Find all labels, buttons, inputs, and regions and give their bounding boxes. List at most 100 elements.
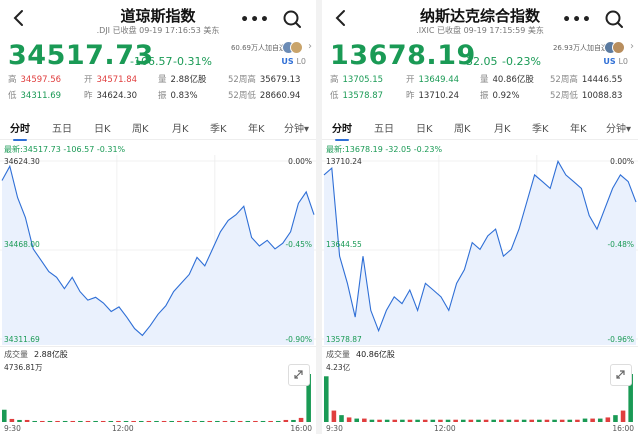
back-arrow-icon[interactable] [10, 8, 28, 28]
volume-bar [177, 420, 182, 422]
header: 纳斯达克综合指数 .IXIC 已收盘 09-19 17:15:59 美东 ••• [322, 0, 638, 38]
volume-bar [93, 420, 98, 422]
tab-intraday[interactable]: 分时 [332, 120, 352, 141]
volume-bar [324, 376, 329, 422]
volume-bar [582, 418, 588, 422]
tab-weekly[interactable]: 周K [132, 124, 149, 135]
volume-bar [613, 415, 618, 422]
volume-bar [597, 418, 603, 422]
volume-bar [40, 420, 45, 422]
volume-bar [438, 419, 443, 422]
volume-bar [192, 420, 197, 422]
volume-bar [100, 420, 106, 422]
tab-monthly[interactable]: 月K [494, 124, 511, 135]
prev-value: 34624.30 [96, 91, 138, 101]
volume-bar [430, 419, 436, 422]
volume-bar [85, 420, 91, 422]
volume-bar [2, 409, 7, 422]
w52-high-label: 52周高 [228, 75, 256, 85]
volume-stat-value: 2.88亿股 [170, 75, 207, 85]
search-icon[interactable] [604, 9, 624, 29]
tab-minute[interactable]: 分钟▾ [284, 120, 309, 135]
volume-bar [260, 420, 266, 422]
tab-5day[interactable]: 五日 [374, 124, 394, 135]
tab-quarterly[interactable]: 季K [532, 124, 549, 135]
tab-intraday[interactable]: 分时 [10, 120, 30, 141]
search-icon[interactable] [282, 9, 302, 29]
volume-bar [575, 419, 580, 422]
volume-bar [138, 420, 144, 422]
market-level-tag: US L0 [281, 57, 306, 66]
volume-bar [131, 420, 136, 422]
tab-weekly[interactable]: 周K [454, 124, 471, 135]
ixic-panel: 纳斯达克综合指数 .IXIC 已收盘 09-19 17:15:59 美东 •••… [322, 0, 638, 434]
expand-icon[interactable] [610, 364, 632, 386]
intraday-chart[interactable] [322, 155, 638, 345]
period-tabs: 分时 五日 日K 周K 月K 季K 年K 分钟▾ [322, 117, 638, 141]
y-label-bottom: 34311.69 [4, 335, 40, 344]
x-label-open: 9:30 [4, 424, 21, 433]
volume-bar [491, 419, 496, 422]
volume-bar [283, 419, 289, 422]
volume-bar [377, 419, 382, 422]
w52-low-label: 52周低 [228, 91, 256, 101]
back-arrow-icon[interactable] [332, 8, 350, 28]
tab-quarterly[interactable]: 季K [210, 124, 227, 135]
volume-max: 4.23亿 [326, 363, 351, 372]
volume-bar [222, 420, 228, 422]
tab-daily[interactable]: 日K [416, 124, 433, 135]
intraday-chart[interactable] [0, 155, 316, 345]
page-title: 纳斯达克综合指数 [419, 7, 540, 25]
w52-high-value: 35679.13 [259, 75, 301, 85]
tab-monthly[interactable]: 月K [172, 124, 189, 135]
tab-minute[interactable]: 分钟▾ [606, 120, 631, 135]
more-dots-icon[interactable]: ••• [562, 12, 592, 28]
market-status: .DJI 已收盘 09-19 17:16:53 美东 [96, 26, 220, 35]
chevron-right-icon[interactable]: › [308, 41, 312, 52]
price-area [2, 166, 314, 345]
volume-bar [62, 420, 68, 422]
tab-yearly[interactable]: 年K [570, 124, 587, 135]
volume-bar [529, 419, 535, 422]
y-label-top: 34624.30 [4, 157, 40, 166]
volume-bar [207, 420, 213, 422]
volume-bar [184, 420, 190, 422]
low-label: 低 [330, 91, 339, 101]
volume-bar [407, 419, 413, 422]
followers-count: 26.93万人加自选 [552, 44, 608, 52]
tab-5day[interactable]: 五日 [52, 124, 72, 135]
volume-bar [544, 419, 550, 422]
expand-icon[interactable] [288, 364, 310, 386]
x-label-close: 16:00 [612, 424, 634, 433]
last-price: 34517.73 [8, 40, 154, 71]
volume-bar [331, 410, 337, 422]
y-pct-bottom: -0.90% [285, 335, 312, 344]
low-label: 低 [8, 91, 17, 101]
more-dots-icon[interactable]: ••• [240, 12, 270, 28]
volume-bar [384, 419, 390, 422]
volume-bar [537, 419, 542, 422]
level-tag: L0 [618, 57, 628, 66]
volume-value: 40.86亿股 [356, 350, 395, 359]
tab-yearly[interactable]: 年K [248, 124, 265, 135]
tab-daily[interactable]: 日K [94, 124, 111, 135]
market-tag: US [603, 57, 616, 66]
y-pct-mid: -0.45% [285, 240, 312, 249]
y-label-bottom: 13578.87 [326, 335, 362, 344]
volume-chart [2, 374, 311, 422]
volume-bar [400, 419, 405, 422]
w52-high-label: 52周高 [550, 75, 578, 85]
volume-bar [55, 420, 60, 422]
volume-bar [514, 419, 519, 422]
y-label-top: 13710.24 [326, 157, 362, 166]
high-value: 34597.56 [20, 75, 62, 85]
volume-bar [362, 418, 367, 422]
volume-bar [253, 420, 258, 422]
volume-bar [17, 419, 22, 422]
last-price: 13678.19 [330, 40, 476, 71]
chevron-right-icon[interactable]: › [630, 41, 634, 52]
follower-avatars [282, 41, 303, 54]
volume-bar [354, 418, 360, 422]
price-change-pct: -0.23% [502, 55, 541, 68]
volume-bar [369, 419, 375, 422]
